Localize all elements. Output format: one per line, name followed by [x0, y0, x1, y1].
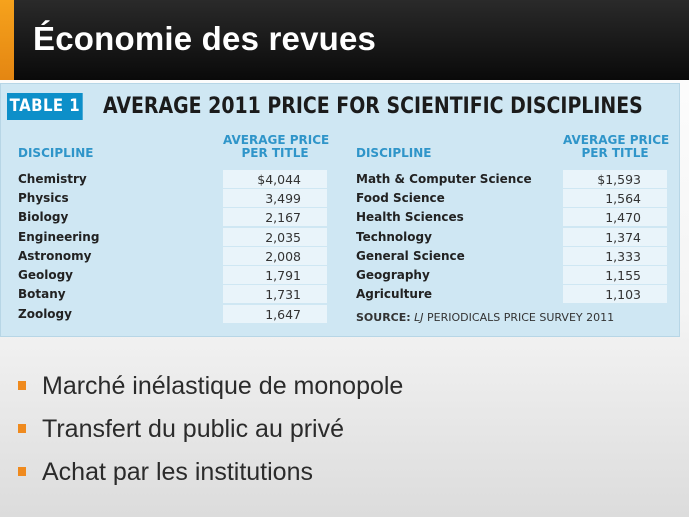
- col-header-price-line1: AVERAGE PRICE: [563, 133, 670, 147]
- col-header-discipline-right: DISCIPLINE: [356, 146, 432, 160]
- discipline-price: 3,499: [223, 189, 327, 207]
- list-item: Achat par les institutions: [18, 453, 403, 496]
- list-item: Marché inélastique de monopole: [18, 367, 403, 410]
- discipline-name: Botany: [18, 287, 66, 301]
- table-heading: AVERAGE 2011 PRICE FOR SCIENTIFIC DISCIP…: [103, 94, 643, 119]
- col-header-price-line1: AVERAGE PRICE: [223, 133, 330, 147]
- col-header-price-right: AVERAGE PRICE PER TITLE: [563, 133, 670, 160]
- discipline-price: 1,470: [563, 208, 667, 226]
- discipline-price: 2,008: [223, 247, 327, 265]
- discipline-name: Geology: [18, 268, 74, 282]
- source-lj: LJ: [414, 311, 424, 324]
- discipline-price: $1,593: [563, 170, 667, 188]
- discipline-price: 1,155: [563, 266, 667, 284]
- col-header-discipline-left: DISCIPLINE: [18, 146, 94, 160]
- discipline-name: Health Sciences: [356, 210, 464, 224]
- discipline-price: 2,167: [223, 208, 327, 226]
- source-label: SOURCE:: [356, 311, 411, 324]
- discipline-name: Zoology: [18, 307, 72, 321]
- slide-header: Économie des revues: [0, 0, 689, 80]
- discipline-name: Geography: [356, 268, 430, 282]
- discipline-name: Chemistry: [18, 172, 87, 186]
- discipline-price: 2,035: [223, 228, 327, 246]
- discipline-price: 1,791: [223, 266, 327, 284]
- discipline-name: Math & Computer Science: [356, 172, 532, 186]
- discipline-name: Biology: [18, 210, 69, 224]
- discipline-name: Technology: [356, 230, 432, 244]
- square-bullet-icon: [18, 467, 26, 476]
- discipline-price: $4,044: [223, 170, 327, 188]
- source-note: SOURCE: LJ PERIODICALS PRICE SURVEY 2011: [356, 311, 614, 324]
- discipline-price: 1,564: [563, 189, 667, 207]
- bullet-text: Marché inélastique de monopole: [42, 372, 404, 400]
- table-label: TABLE 1: [7, 93, 83, 120]
- accent-bar: [0, 0, 14, 80]
- slide-title: Économie des revues: [33, 20, 377, 57]
- discipline-name: Physics: [18, 191, 69, 205]
- col-header-price-line2: PER TITLE: [241, 146, 309, 160]
- discipline-name: Engineering: [18, 230, 100, 244]
- square-bullet-icon: [18, 381, 26, 390]
- discipline-price: 1,103: [563, 285, 667, 303]
- square-bullet-icon: [18, 424, 26, 433]
- price-table: TABLE 1 AVERAGE 2011 PRICE FOR SCIENTIFI…: [0, 83, 680, 337]
- bullet-text: Achat par les institutions: [42, 458, 313, 486]
- discipline-price: 1,374: [563, 228, 667, 246]
- discipline-name: Agriculture: [356, 287, 433, 301]
- col-header-price-line2: PER TITLE: [581, 146, 649, 160]
- discipline-price: 1,731: [223, 285, 327, 303]
- discipline-name: General Science: [356, 249, 465, 263]
- bullet-text: Transfert du public au privé: [42, 415, 345, 443]
- discipline-price: 1,647: [223, 305, 327, 323]
- source-text: PERIODICALS PRICE SURVEY 2011: [427, 311, 615, 324]
- discipline-name: Food Science: [356, 191, 445, 205]
- discipline-name: Astronomy: [18, 249, 92, 263]
- discipline-price: 1,333: [563, 247, 667, 265]
- col-header-price-left: AVERAGE PRICE PER TITLE: [223, 133, 330, 160]
- bullet-list: Marché inélastique de monopole Transfert…: [18, 367, 403, 496]
- list-item: Transfert du public au privé: [18, 410, 403, 453]
